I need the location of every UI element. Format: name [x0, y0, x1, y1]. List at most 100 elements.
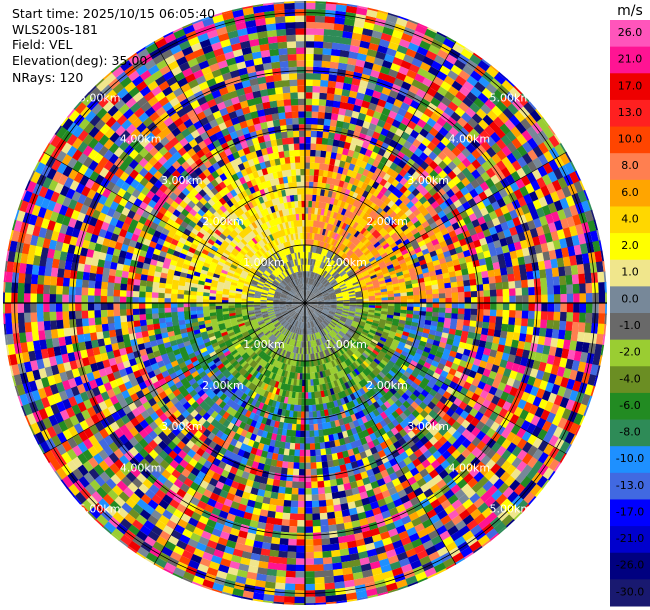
velocity-gate — [315, 253, 320, 261]
velocity-gate — [325, 1, 338, 5]
velocity-gate — [306, 290, 309, 297]
velocity-gate — [446, 36, 457, 44]
velocity-gate — [289, 500, 299, 508]
velocity-gate — [309, 168, 315, 176]
velocity-gate — [378, 237, 386, 245]
velocity-gate — [296, 520, 305, 527]
velocity-gate — [370, 219, 378, 228]
velocity-gate — [324, 257, 330, 264]
velocity-gate — [317, 253, 321, 261]
velocity-gate — [335, 248, 341, 256]
velocity-gate — [311, 513, 321, 521]
velocity-gate — [395, 72, 408, 82]
velocity-gate — [286, 551, 297, 559]
velocity-gate — [332, 211, 339, 220]
velocity-gate — [356, 53, 368, 62]
velocity-gate — [339, 260, 346, 267]
velocity-gate — [308, 292, 313, 298]
velocity-gate — [338, 235, 344, 243]
velocity-gate — [383, 181, 392, 190]
velocity-gate — [285, 564, 296, 572]
velocity-gate — [415, 24, 429, 35]
velocity-gate — [372, 90, 383, 100]
velocity-gate — [474, 81, 487, 94]
velocity-gate — [290, 494, 299, 501]
velocity-gate — [338, 251, 345, 258]
velocity-gate — [359, 79, 370, 89]
velocity-gate — [315, 267, 320, 274]
velocity-gate — [404, 209, 413, 218]
velocity-gate — [314, 273, 319, 280]
velocity-gate — [333, 219, 339, 227]
velocity-gate — [350, 263, 357, 270]
velocity-gate — [374, 104, 385, 114]
velocity-gate — [528, 303, 535, 312]
velocity-gate — [295, 552, 305, 559]
velocity-gate — [410, 228, 420, 236]
velocity-gate — [307, 291, 311, 298]
velocity-gate — [305, 47, 315, 54]
velocity-gate — [410, 216, 419, 225]
velocity-gate — [311, 252, 315, 259]
velocity-gate — [542, 126, 555, 140]
velocity-gate — [381, 297, 388, 301]
velocity-gate — [385, 74, 397, 85]
velocity-gate — [389, 211, 398, 219]
velocity-gate — [343, 115, 353, 124]
velocity-gate — [436, 31, 448, 39]
velocity-gate — [320, 269, 325, 276]
velocity-gate — [527, 149, 539, 162]
velocity-gate — [566, 312, 574, 323]
velocity-gate — [311, 272, 314, 279]
velocity-gate — [309, 258, 312, 266]
velocity-gate — [346, 249, 353, 256]
velocity-gate — [369, 202, 377, 211]
velocity-gate — [400, 213, 409, 222]
velocity-gate — [326, 274, 332, 281]
velocity-gate — [290, 487, 299, 495]
velocity-gate — [295, 545, 305, 553]
velocity-gate — [313, 41, 325, 49]
velocity-gate — [341, 37, 353, 46]
velocity-gate — [335, 153, 343, 161]
velocity-gate — [365, 215, 373, 223]
velocity-gate — [383, 223, 391, 231]
velocity-gate — [355, 249, 363, 257]
velocity-gate — [383, 189, 392, 198]
velocity-gate — [371, 238, 379, 246]
velocity-gate — [323, 576, 335, 584]
velocity-gate — [311, 111, 320, 119]
velocity-gate — [534, 286, 542, 296]
velocity-gate — [532, 145, 544, 159]
velocity-gate — [425, 204, 435, 214]
velocity-gate — [308, 277, 311, 285]
velocity-gate — [321, 176, 328, 184]
velocity-gate — [470, 285, 478, 293]
velocity-gate — [334, 159, 342, 167]
velocity-gate — [551, 267, 560, 278]
velocity-gate — [329, 543, 340, 551]
velocity-gate — [319, 163, 326, 171]
velocity-gate — [307, 291, 311, 298]
velocity-gate — [489, 309, 497, 318]
velocity-gate — [375, 255, 383, 262]
velocity-gate — [296, 513, 305, 521]
velocity-gate — [481, 87, 494, 100]
velocity-gate — [370, 247, 378, 255]
velocity-gate — [333, 133, 342, 141]
velocity-gate — [324, 249, 329, 257]
velocity-gate — [331, 204, 337, 212]
velocity-gate — [309, 175, 315, 182]
velocity-gate — [352, 256, 359, 263]
velocity-gate — [502, 281, 509, 290]
velocity-gate — [427, 27, 439, 34]
velocity-gate — [346, 225, 353, 233]
velocity-gate — [325, 273, 331, 280]
velocity-gate — [311, 500, 320, 508]
velocity-gate — [309, 455, 317, 463]
velocity-gate — [401, 81, 413, 91]
velocity-gate — [369, 36, 382, 46]
velocity-gate — [516, 94, 529, 108]
velocity-gate — [356, 201, 363, 210]
